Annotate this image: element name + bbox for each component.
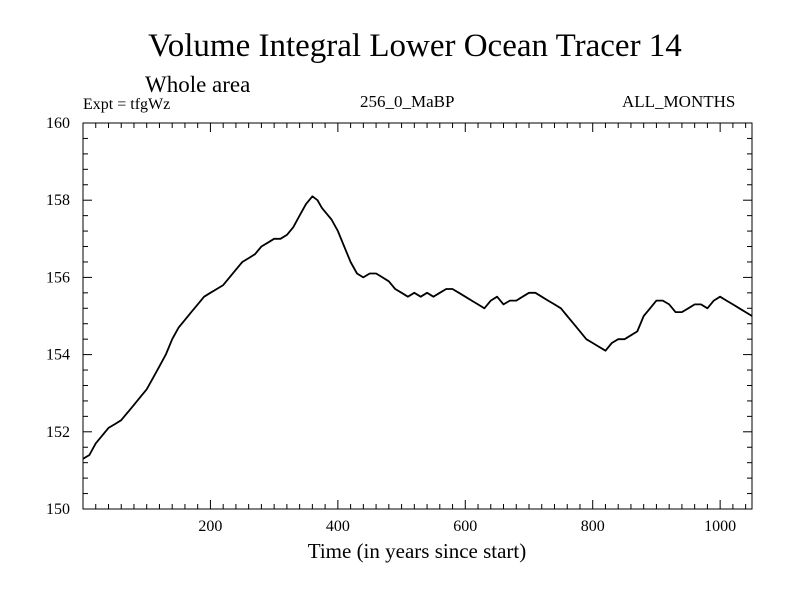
x-tick-label: 800 (581, 518, 605, 535)
x-tick-label: 600 (453, 518, 477, 535)
y-tick-label: 150 (46, 501, 70, 518)
experiment-label: Expt = tfgWz (83, 96, 171, 113)
chart-subtitle: Whole area (145, 72, 251, 97)
y-tick-label: 160 (46, 115, 70, 132)
x-axis-label: Time (in years since start) (308, 539, 527, 563)
plot-frame (82, 122, 753, 510)
period-label: 256_0_MaBP (360, 92, 455, 111)
y-tick-label: 156 (46, 269, 70, 286)
y-tick-label: 154 (46, 347, 70, 364)
y-tick-label: 152 (46, 424, 70, 441)
months-label: ALL_MONTHS (622, 92, 736, 111)
series-line (82, 195, 753, 460)
x-tick-label: 200 (198, 518, 222, 535)
y-tick-label: 158 (46, 192, 70, 209)
x-tick-label: 1000 (704, 518, 736, 535)
axis-ticks (83, 122, 752, 510)
x-tick-label: 400 (326, 518, 350, 535)
chart-title: Volume Integral Lower Ocean Tracer 14 (148, 28, 682, 64)
axis-tick-labels: 200 400 600 800 1000 150 152 154 156 158 160 (46, 115, 736, 535)
chart-series (82, 195, 753, 460)
